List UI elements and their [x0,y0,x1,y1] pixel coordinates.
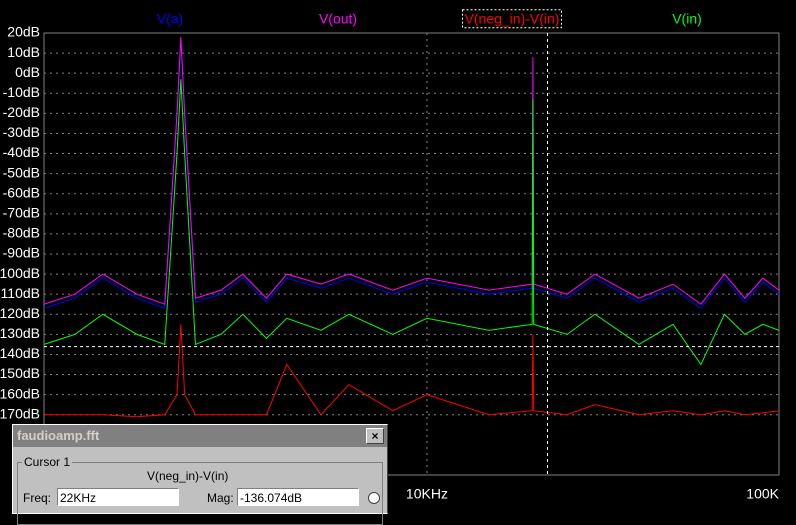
y-tick-label: -130dB [0,325,40,341]
y-tick-label: 0dB [15,64,40,80]
y-tick-label: -10dB [3,84,40,100]
cursor-dialog: faudioamp.fft × Cursor 1 V(neg_in)-V(in) … [12,424,388,525]
legend-entry: V(in) [672,11,702,27]
y-tick-label: -60dB [3,184,40,200]
legend-entry: V(neg_in)-V(in) [465,11,560,27]
series-line [44,324,780,418]
y-tick-label: -150dB [0,365,40,381]
mag-label: Mag: [207,491,234,505]
radio-button[interactable] [368,492,380,504]
series-line [43,79,780,366]
legend-entry: V(out) [319,11,357,27]
y-tick-label: -50dB [3,164,40,180]
y-tick-label: -120dB [0,305,40,321]
y-tick-label: -110dB [0,285,40,301]
dialog-title-bar: faudioamp.fft × [13,425,387,447]
dialog-title: faudioamp.fft [17,428,100,443]
y-tick-label: -170dB [0,405,40,421]
legend-entry: V(a) [157,11,183,27]
legend-selection [462,9,562,29]
group-label: Cursor 1 [24,455,71,469]
mag-field[interactable]: -136.074dB [237,488,359,506]
freq-field[interactable]: 22KHz [57,488,179,506]
x-tick-label: 100K [746,486,779,502]
y-tick-label: -90dB [3,245,40,261]
y-tick-label: -140dB [0,345,40,361]
y-tick-label: -30dB [3,124,40,140]
x-tick-label: 10KHz [406,486,448,502]
close-button[interactable]: × [366,428,384,444]
y-tick-label: -80dB [3,225,40,241]
y-tick-label: -160dB [0,385,40,401]
chart: 20dB 10dB 0dB -10dB -20dB -30dB -40dB -50dB -60d… [0,9,780,502]
y-tick-label: -70dB [3,205,40,221]
trace-name: V(neg_in)-V(in) [147,469,229,483]
freq-label: Freq: [23,491,52,505]
y-tick-label: -100dB [0,265,40,281]
y-tick-label: 20dB [7,24,40,40]
y-tick-label: -40dB [3,144,40,160]
ltspice-window: {"chart_data": {"type": "line", "x": [81… [0,9,780,525]
y-tick-label: -20dB [3,104,40,120]
y-tick-label: 10dB [7,44,40,60]
series-line [43,36,780,305]
